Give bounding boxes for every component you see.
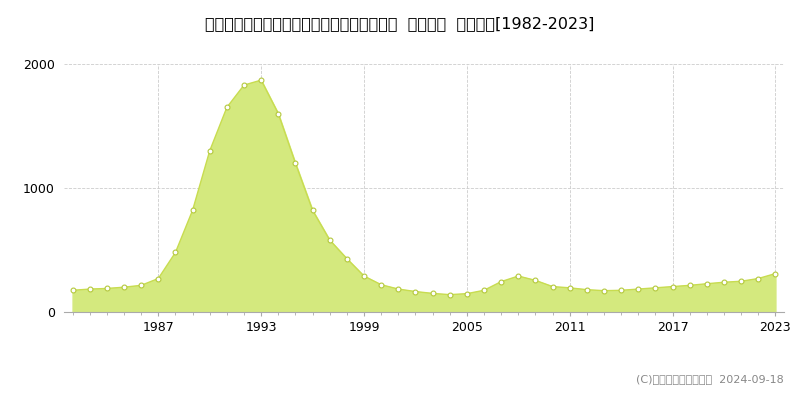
Text: 北海道札幌市中央区北１条西７丁目３番３外  公示地価  地価推移[1982-2023]: 北海道札幌市中央区北１条西７丁目３番３外 公示地価 地価推移[1982-2023… xyxy=(206,16,594,31)
Text: (C)土地価格ドットコム  2024-09-18: (C)土地価格ドットコム 2024-09-18 xyxy=(636,374,784,384)
